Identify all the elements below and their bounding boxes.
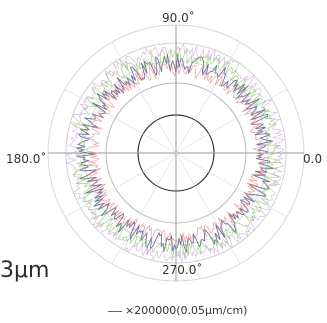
scale-legend: ×200000(0.05μm/cm) <box>108 304 247 317</box>
angle-label-270: 270.0˚ <box>162 263 203 277</box>
grid-spoke-120 <box>111 41 177 154</box>
series-trace-4 <box>65 43 285 263</box>
grid-spoke-210 <box>64 152 177 218</box>
grid-spoke-30 <box>175 88 288 154</box>
angle-label-180: 180.0˚ <box>6 152 47 166</box>
angle-label-0: 0.0 <box>303 152 323 166</box>
scale-legend-line <box>108 310 122 312</box>
scale-legend-text: ×200000(0.05μm/cm) <box>125 304 248 317</box>
series-trace-3 <box>85 62 268 245</box>
series-trace-1 <box>76 53 274 254</box>
grid-spoke-330 <box>175 152 288 218</box>
radial-value-label: 3μm <box>0 258 50 283</box>
grid-spoke-150 <box>64 88 177 154</box>
series-trace-2 <box>72 47 282 259</box>
angle-label-90: 90.0˚ <box>162 11 195 25</box>
grid-spoke-240 <box>111 152 177 265</box>
